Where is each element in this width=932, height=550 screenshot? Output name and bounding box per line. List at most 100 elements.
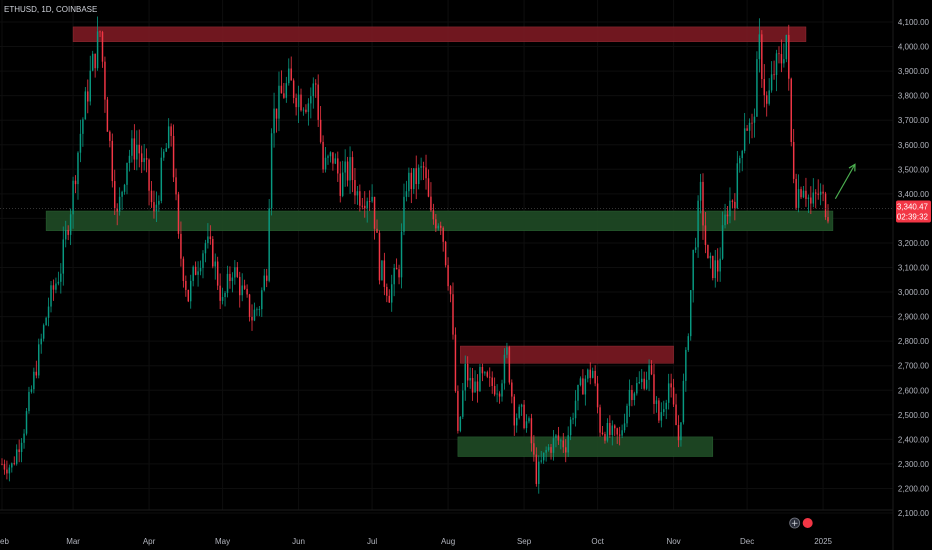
candle xyxy=(748,122,751,131)
x-tick-label: Sep xyxy=(517,537,532,546)
candle xyxy=(126,163,128,185)
y-tick-label: 3,500.00 xyxy=(898,165,930,174)
candle xyxy=(459,416,462,431)
candle xyxy=(368,201,371,203)
candle xyxy=(236,267,239,277)
candle xyxy=(440,225,442,228)
y-tick-label: 3,900.00 xyxy=(898,67,930,76)
candle xyxy=(69,214,72,235)
candle xyxy=(57,281,60,284)
candle xyxy=(386,286,388,296)
candle xyxy=(780,54,783,64)
candle xyxy=(822,191,824,194)
candle xyxy=(219,285,221,301)
candle xyxy=(270,133,273,209)
candle xyxy=(158,200,160,205)
candle xyxy=(155,204,158,212)
candle xyxy=(337,158,339,174)
candle xyxy=(111,140,114,182)
candle xyxy=(74,180,77,185)
candle xyxy=(209,236,212,239)
candle xyxy=(241,285,243,296)
candle xyxy=(292,80,295,98)
candle xyxy=(109,131,111,141)
candle xyxy=(790,78,792,143)
candle xyxy=(243,285,246,289)
candle xyxy=(496,393,498,395)
candle xyxy=(143,158,145,163)
candle xyxy=(707,244,709,259)
event-flag-icon[interactable] xyxy=(802,518,813,528)
candle xyxy=(295,97,297,108)
candle xyxy=(535,454,538,484)
candle xyxy=(346,161,349,181)
candle xyxy=(680,422,682,441)
candle xyxy=(192,266,194,281)
candle xyxy=(395,268,398,270)
candle xyxy=(96,31,99,69)
candle xyxy=(449,286,452,295)
y-tick-label: 2,200.00 xyxy=(898,484,930,493)
candle xyxy=(361,205,364,207)
candle xyxy=(623,423,626,431)
candle xyxy=(420,166,422,168)
price-label xyxy=(896,200,931,223)
candle xyxy=(138,144,140,154)
chart-title: ETHUSD, 1D, COINBASE xyxy=(4,5,97,14)
y-tick-label: 4,000.00 xyxy=(898,43,930,52)
candle xyxy=(60,273,62,282)
candle xyxy=(302,109,305,111)
candle xyxy=(175,177,177,195)
candle xyxy=(268,208,270,281)
candle xyxy=(373,196,376,229)
candle xyxy=(371,196,373,202)
candle xyxy=(606,422,609,441)
candle xyxy=(189,280,192,302)
candle xyxy=(89,70,91,102)
candle xyxy=(508,347,511,383)
candle xyxy=(599,407,601,433)
candle xyxy=(52,285,55,290)
candle xyxy=(38,344,40,376)
candles xyxy=(1,16,829,494)
x-tick-label: Oct xyxy=(591,537,604,546)
candle xyxy=(726,214,729,217)
candle xyxy=(317,84,319,120)
candle xyxy=(45,317,47,326)
candle xyxy=(758,34,761,60)
candle xyxy=(660,412,663,421)
candle xyxy=(631,389,633,401)
candle xyxy=(106,99,109,132)
candle xyxy=(721,225,724,259)
candle xyxy=(577,384,579,401)
candle xyxy=(290,68,292,81)
candle xyxy=(40,338,42,345)
plus-icon: + xyxy=(791,519,799,529)
candle xyxy=(658,400,660,421)
candle xyxy=(432,210,435,220)
candle xyxy=(638,382,641,384)
y-tick-label: 2,900.00 xyxy=(898,313,930,322)
candle xyxy=(616,428,618,435)
candle xyxy=(307,103,310,112)
candle xyxy=(677,425,680,441)
candle xyxy=(226,273,229,293)
candle xyxy=(349,157,351,181)
candle xyxy=(773,74,775,76)
candle xyxy=(643,378,645,389)
candle xyxy=(640,378,643,383)
candle xyxy=(665,402,667,410)
add-event-icon[interactable] xyxy=(789,517,801,529)
candle xyxy=(520,404,523,407)
candle xyxy=(714,260,716,279)
candle xyxy=(702,181,704,226)
price-label-value: 3,340.47 xyxy=(897,202,929,211)
candle xyxy=(751,122,753,124)
candle xyxy=(746,128,748,131)
candle xyxy=(719,258,721,272)
resistance-zone xyxy=(72,26,807,42)
candle xyxy=(182,258,185,281)
y-tick-label: 3,100.00 xyxy=(898,264,930,273)
